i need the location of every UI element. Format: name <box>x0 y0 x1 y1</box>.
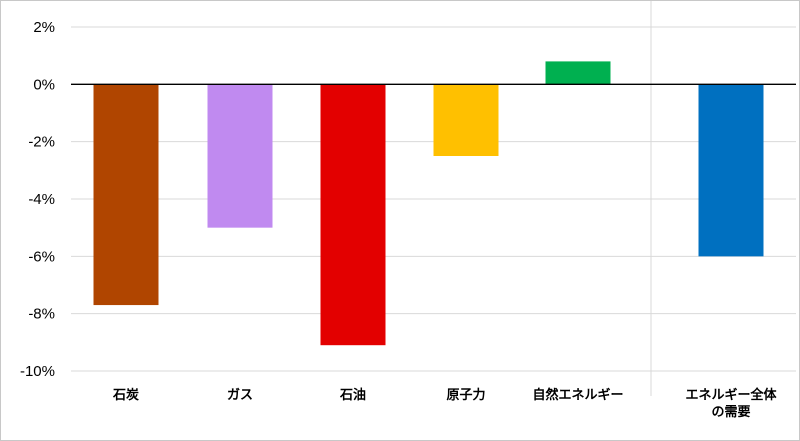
y-tick-label: 0% <box>33 76 55 93</box>
category-label: 自然エネルギー <box>532 387 623 403</box>
y-tick-label: -8% <box>28 306 55 323</box>
category-label: 原子力 <box>446 387 485 403</box>
y-tick-label: -2% <box>28 134 55 151</box>
y-tick-label: -10% <box>20 363 55 380</box>
bar-2 <box>320 84 386 346</box>
bar-4 <box>545 61 611 85</box>
category-label: エネルギー全体 <box>685 387 777 403</box>
y-tick-label: -6% <box>28 248 55 265</box>
category-label: の需要 <box>711 405 750 420</box>
bar-3 <box>433 84 499 156</box>
bar-5 <box>698 84 764 257</box>
category-label: 石炭 <box>112 387 139 403</box>
category-label: ガス <box>227 388 253 403</box>
y-tick-label: 2% <box>33 19 55 36</box>
bar-0 <box>93 84 159 306</box>
category-label: 石油 <box>339 387 366 403</box>
bar-1 <box>207 84 273 228</box>
y-tick-label: -4% <box>28 191 55 208</box>
